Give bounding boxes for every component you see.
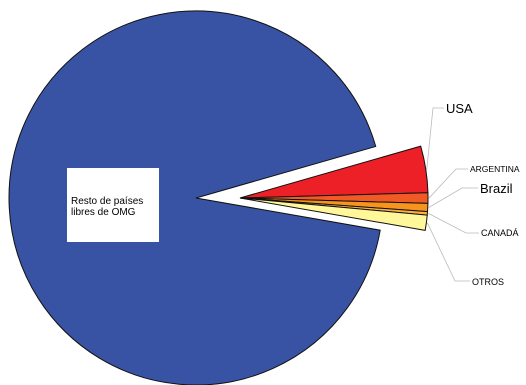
leader-line-usa [426, 107, 444, 170]
main-slice-label-box [67, 168, 159, 242]
slice-label-canada: CANADÁ [481, 228, 519, 238]
pie-slice-otros [239, 197, 428, 231]
main-slice-group [8, 10, 381, 385]
leader-line-brazil [428, 187, 478, 208]
pie-slice-main [8, 10, 381, 385]
slice-label-argentina: ARGENTINA [470, 164, 520, 174]
main-slice-label-line-2: libres de OMG [71, 207, 136, 218]
main-slice-label-line-1: Resto de países [71, 196, 143, 207]
slice-label-otros: OTROS [472, 277, 504, 287]
leader-lines-group [426, 107, 479, 282]
leader-line-argentina [428, 168, 468, 199]
exploded-slices-group [239, 145, 429, 231]
leader-line-canada [428, 213, 479, 234]
slice-label-brazil: Brazil [480, 181, 513, 196]
leader-line-otros [426, 222, 470, 282]
slice-label-usa: USA [446, 101, 473, 116]
